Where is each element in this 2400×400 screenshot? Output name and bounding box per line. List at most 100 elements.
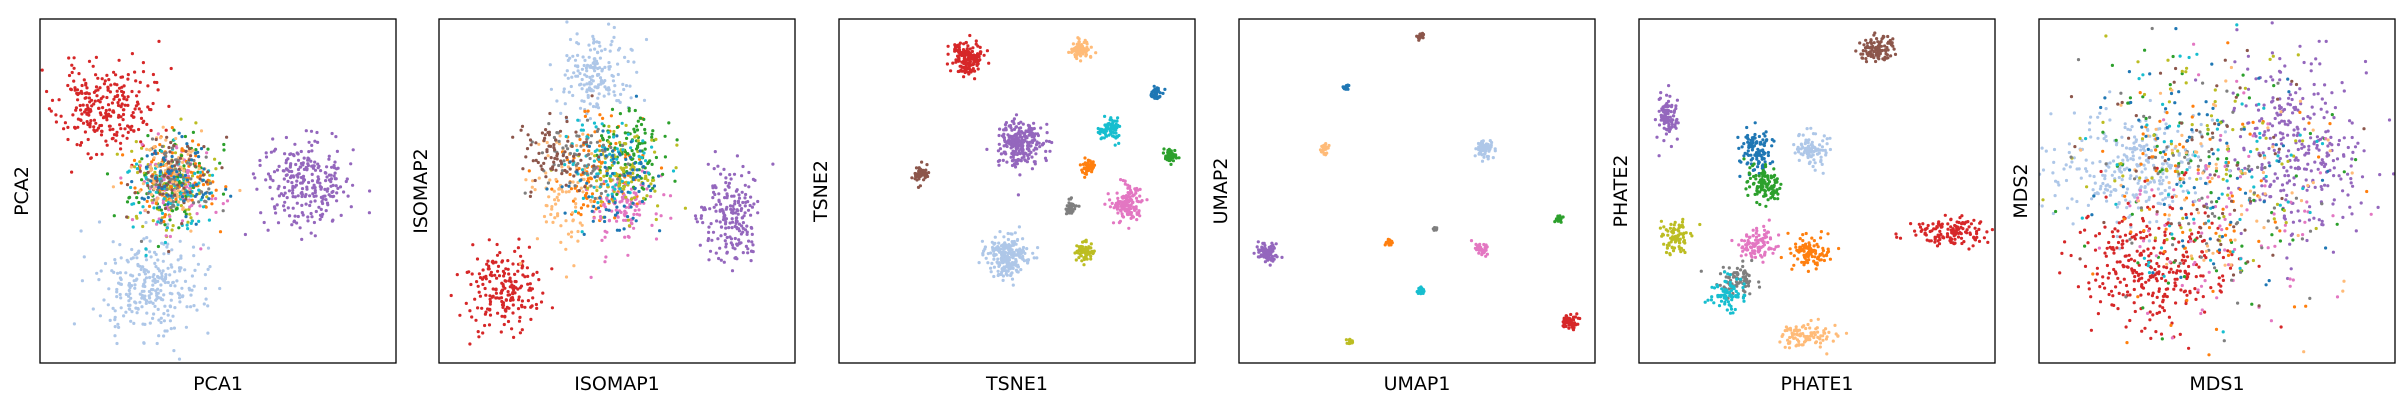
- point: [167, 208, 171, 212]
- point: [572, 71, 576, 75]
- point: [649, 194, 653, 199]
- point: [580, 99, 584, 103]
- point: [293, 142, 297, 146]
- point: [80, 279, 84, 283]
- point: [1566, 319, 1571, 323]
- point: [1035, 140, 1039, 144]
- point: [722, 215, 726, 219]
- point: [545, 148, 549, 152]
- point: [258, 163, 262, 167]
- point: [589, 141, 593, 145]
- point: [144, 247, 148, 251]
- point: [1346, 83, 1350, 87]
- point: [192, 284, 196, 288]
- point: [747, 239, 751, 243]
- point: [1020, 156, 1024, 160]
- point: [296, 167, 301, 172]
- point: [161, 298, 165, 302]
- point: [579, 173, 583, 177]
- point: [189, 177, 193, 181]
- point: [1164, 156, 1168, 160]
- point: [1021, 245, 1026, 250]
- point: [542, 214, 547, 219]
- point: [138, 169, 142, 173]
- point: [622, 185, 627, 189]
- point: [84, 83, 88, 87]
- cluster-3: [1318, 142, 1331, 157]
- point: [586, 109, 590, 113]
- point: [158, 143, 162, 147]
- point: [284, 161, 288, 165]
- point: [1343, 85, 1347, 89]
- point: [612, 160, 616, 164]
- point: [728, 204, 733, 208]
- point: [623, 150, 628, 154]
- point: [225, 199, 230, 203]
- point: [1017, 254, 1022, 258]
- point: [189, 184, 193, 188]
- point: [1757, 171, 1761, 176]
- point: [156, 196, 160, 200]
- point: [965, 52, 969, 56]
- point: [565, 20, 569, 24]
- point: [264, 151, 268, 155]
- point: [571, 211, 575, 215]
- point: [1012, 122, 1016, 126]
- point: [204, 205, 208, 209]
- point: [127, 307, 131, 311]
- point: [1001, 274, 1006, 278]
- point: [643, 147, 647, 151]
- point: [571, 54, 575, 58]
- point: [1089, 254, 1093, 258]
- point: [129, 296, 133, 300]
- point: [633, 186, 637, 190]
- point: [968, 55, 972, 59]
- point: [70, 63, 74, 67]
- point: [732, 194, 736, 198]
- point: [510, 283, 514, 287]
- point: [89, 156, 93, 160]
- point: [111, 240, 115, 244]
- point: [1010, 277, 1015, 281]
- point: [486, 307, 490, 311]
- point: [291, 191, 295, 195]
- point: [547, 195, 551, 199]
- point: [275, 203, 279, 207]
- point: [1865, 44, 1870, 48]
- point: [1755, 157, 1759, 161]
- point: [126, 124, 130, 128]
- point: [313, 160, 317, 164]
- point: [622, 218, 626, 222]
- point: [196, 175, 200, 179]
- point: [122, 314, 126, 318]
- point: [496, 264, 501, 268]
- point: [571, 162, 575, 167]
- point: [175, 146, 179, 150]
- point: [1745, 125, 1749, 130]
- point: [1111, 130, 1115, 134]
- point: [1889, 54, 1893, 58]
- point: [597, 72, 601, 77]
- point: [972, 62, 976, 66]
- point: [654, 212, 658, 216]
- point: [558, 134, 562, 138]
- point: [96, 370, 99, 373]
- point: [626, 253, 630, 257]
- point: [618, 180, 622, 184]
- point: [585, 137, 589, 141]
- point: [1080, 51, 1084, 55]
- point: [569, 235, 574, 239]
- point: [744, 200, 748, 204]
- point: [1127, 226, 1131, 230]
- point: [634, 147, 639, 151]
- point: [987, 61, 991, 65]
- point: [1021, 237, 1025, 241]
- point: [749, 195, 753, 199]
- point: [184, 325, 188, 329]
- point: [157, 318, 161, 322]
- point: [496, 269, 500, 273]
- point: [1485, 252, 1489, 256]
- point: [683, 206, 688, 210]
- point: [79, 141, 84, 145]
- point: [151, 219, 155, 223]
